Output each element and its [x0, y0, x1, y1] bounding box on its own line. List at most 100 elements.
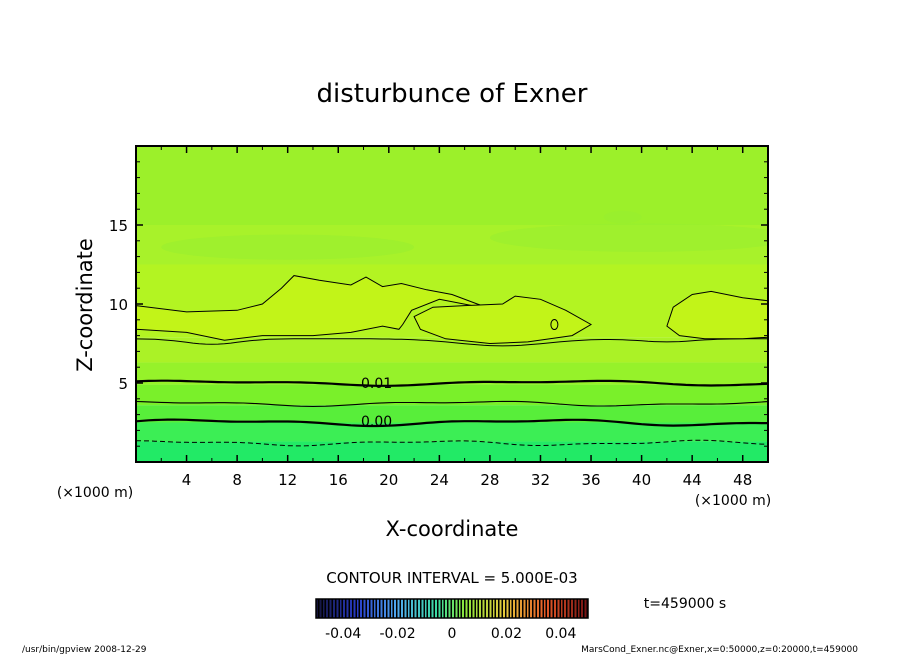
colorbar-stripe: [564, 599, 567, 618]
x-tick-label: 20: [379, 471, 398, 489]
colorbar-stripe: [319, 599, 322, 618]
colorbar-tick-label: -0.04: [325, 626, 361, 642]
colorbar-gap: [586, 599, 588, 618]
colorbar-gap: [348, 599, 350, 618]
x-tick-label: 24: [430, 471, 449, 489]
colorbar-gap: [501, 599, 503, 618]
colorbar-stripe: [438, 599, 441, 618]
colorbar-gap: [419, 599, 422, 618]
colorbar-gap: [518, 599, 520, 618]
colorbar-stripe: [550, 599, 553, 618]
colorbar-stripe: [360, 599, 363, 618]
colorbar-gap: [562, 599, 565, 618]
colorbar-stripe: [526, 599, 529, 618]
colorbar-gap: [317, 599, 320, 618]
x-tick-label: 4: [182, 471, 192, 489]
colorbar-gap: [555, 599, 558, 618]
colorbar-gap: [545, 599, 548, 618]
colorbar-stripe: [367, 599, 369, 618]
colorbar-gap: [450, 599, 452, 618]
colorbar-stripe: [370, 599, 373, 618]
colorbar-stripe: [346, 599, 349, 618]
colorbar-gap: [569, 599, 571, 618]
colorbar-gap: [494, 599, 497, 618]
colorbar-stripe: [577, 599, 580, 618]
contour-0.00: [136, 418, 768, 428]
contour-interval-label: CONTOUR INTERVAL = 5.000E-03: [326, 569, 577, 587]
colorbar-stripe: [584, 599, 587, 618]
colorbar-stripe: [523, 599, 526, 618]
colorbar-gap: [515, 599, 517, 618]
colorbar-tick-label: 0.02: [491, 626, 522, 642]
contour-0.015: [136, 338, 768, 347]
colorbar-stripe: [401, 599, 403, 618]
colorbar-stripe: [479, 599, 482, 618]
colorbar-stripe: [421, 599, 424, 618]
footer-right: MarsCond_Exner.nc@Exner,x=0:50000,z=0:20…: [581, 645, 858, 654]
y-tick-label: 10: [109, 296, 128, 314]
colorbar: [316, 599, 588, 618]
colorbar-gap: [365, 599, 367, 618]
colorbar-stripe: [581, 599, 584, 618]
x-tick-label: 8: [232, 471, 242, 489]
colorbar-gap: [447, 599, 449, 618]
colorbar-gap: [423, 599, 425, 618]
upper-patch-0: [161, 234, 415, 260]
colorbar-stripe: [390, 599, 393, 618]
colorbar-gap: [345, 599, 347, 618]
colorbar-tick-label: 0: [448, 626, 457, 642]
colorbar-gap: [396, 599, 398, 618]
colorbar-stripe: [547, 599, 550, 618]
band-8: [136, 146, 768, 225]
colorbar-gap: [379, 599, 381, 618]
colorbar-stripe: [492, 599, 495, 618]
band-0: [136, 441, 768, 462]
colorbar-stripe: [322, 599, 325, 618]
colorbar-stripe: [506, 599, 509, 618]
colorbar-stripe: [377, 599, 380, 618]
colorbar-ticks: -0.04 -0.02 0 0.02 0.04: [325, 626, 576, 642]
colorbar-gap: [324, 599, 327, 618]
contour-neg-0.005: [136, 439, 768, 447]
x-tick-label: 48: [733, 471, 752, 489]
colorbar-stripe: [387, 599, 390, 618]
x-tick-label: 36: [581, 471, 600, 489]
bubble-left: [136, 275, 497, 341]
upper-patch-2: [603, 210, 642, 224]
colorbar-gap: [372, 599, 374, 618]
colorbar-stripe: [462, 599, 465, 618]
colorbar-stripe: [567, 599, 570, 618]
colorbar-gap: [457, 599, 459, 618]
colorbar-stripe: [503, 599, 505, 618]
colorbar-gap: [583, 599, 585, 618]
colorbar-stripe: [356, 599, 359, 618]
colorbar-gap: [566, 599, 568, 618]
colorbar-gap: [355, 599, 357, 618]
colorbar-stripe: [431, 599, 434, 618]
colorbar-gap: [334, 599, 337, 618]
colorbar-stripe: [343, 599, 346, 618]
colorbar-gap: [351, 599, 354, 618]
colorbar-stripe: [404, 599, 407, 618]
colorbar-gap: [508, 599, 510, 618]
colorbar-stripe: [458, 599, 461, 618]
colorbar-stripe: [363, 599, 366, 618]
colorbar-gap: [521, 599, 524, 618]
colorbar-frame: [315, 598, 589, 619]
colorbar-stripe: [326, 599, 329, 618]
colorbar-stripe: [448, 599, 451, 618]
x-tick-label: 32: [531, 471, 550, 489]
y-axis-label: Z-coordinate: [73, 238, 97, 372]
band-4: [136, 362, 768, 385]
colorbar-gap: [491, 599, 493, 618]
colorbar-gap: [511, 599, 514, 618]
contour-0.01: [136, 379, 768, 387]
colorbar-gap: [430, 599, 432, 618]
y-tick-label: 5: [118, 375, 128, 393]
colorbar-gap: [399, 599, 401, 618]
x-tick-label: 44: [683, 471, 702, 489]
colorbar-gap: [426, 599, 429, 618]
colorbar-gap: [453, 599, 456, 618]
colorbar-stripe: [499, 599, 502, 618]
colorbar-gap: [460, 599, 463, 618]
